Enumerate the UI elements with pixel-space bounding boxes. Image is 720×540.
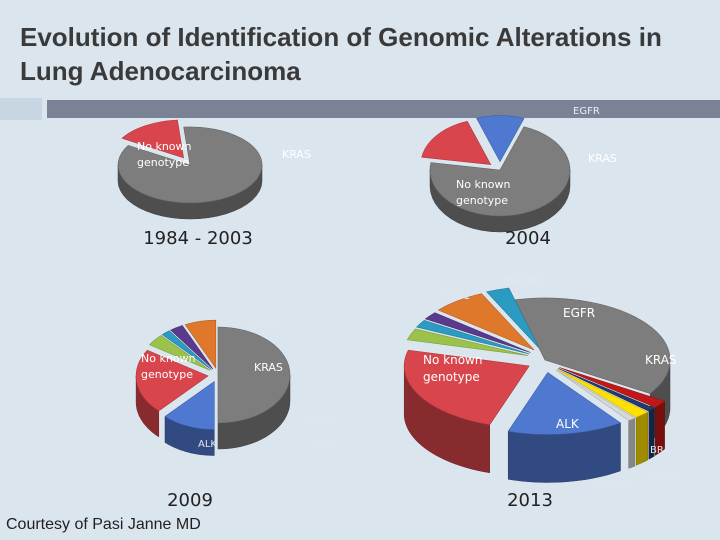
credit-line: Courtesy of Pasi Janne MD bbox=[6, 516, 201, 533]
pie-label-4-9: HER2 bbox=[652, 470, 679, 481]
pie-slice-4-ret bbox=[555, 369, 636, 421]
pie-label-3-2: EGFR bbox=[251, 317, 281, 330]
pie-chart-3: No known genotype EGFR KRAS BRAF HER2 ALK 2009 bbox=[135, 317, 336, 511]
pie-slice-3-no-known-genotype bbox=[217, 326, 291, 424]
pie-label-3-4: BRAF bbox=[309, 416, 335, 427]
pie-title-2: 2004 bbox=[505, 228, 551, 249]
pie-slice-3-her2 bbox=[161, 330, 212, 370]
pie-slice-3-pik3ca bbox=[170, 325, 214, 370]
pie-slice-2-egfr bbox=[476, 115, 525, 163]
slide-title: Evolution of Identification of Genomic A… bbox=[20, 22, 662, 86]
pie-slice-4-her2 bbox=[416, 319, 530, 355]
pie-label-3-7: ALK bbox=[198, 439, 217, 450]
pie-title-1: 1984 - 2003 bbox=[143, 228, 253, 249]
pie-label-4-8: BRAF bbox=[650, 445, 676, 456]
pie-slice-4-egfr bbox=[507, 372, 622, 435]
pie-label-1-1: No known genotype bbox=[137, 140, 192, 169]
pie-label-4-5: RET bbox=[527, 276, 547, 287]
pie-title-3: 2009 bbox=[167, 490, 213, 511]
pie-label-4-10: PIK3CA bbox=[592, 481, 628, 492]
pie-title-4: 2013 bbox=[507, 490, 553, 511]
pie-slice-4-no-known-genotype bbox=[514, 297, 671, 394]
pie-slice-4-ros1 bbox=[559, 367, 666, 408]
pie-chart-1: No known genotype KRAS 1984 - 2003 bbox=[117, 119, 311, 249]
pie-slice-1-kras bbox=[121, 119, 184, 159]
pie-label-4-3: NRAS bbox=[503, 276, 530, 287]
pie-chart-2: No known genotype KRAS EGFR 2004 bbox=[421, 106, 617, 249]
pie-slice-4-braf bbox=[406, 328, 529, 356]
pie-label-2-2: KRAS bbox=[588, 152, 617, 165]
title-accent-bar-right bbox=[47, 100, 720, 118]
pie-label-4-11: ALK bbox=[556, 417, 580, 431]
pie-label-4-2: ROS1 bbox=[440, 289, 470, 302]
pie-slice-4-alk bbox=[437, 293, 535, 351]
pie-label-2-3: EGFR bbox=[573, 106, 600, 117]
pie-slice-2-no-known-genotype bbox=[429, 126, 571, 217]
pie-slice-4-other bbox=[486, 287, 540, 349]
pie-slice-3-braf bbox=[148, 335, 211, 371]
pie-label-3-1: No known genotype bbox=[141, 352, 196, 381]
pie-label-3-3: KRAS bbox=[254, 361, 283, 374]
pie-slice-3-kras bbox=[135, 349, 209, 412]
pie-slice-side-4-4 bbox=[635, 411, 649, 466]
pie-slice-4-met bbox=[557, 368, 649, 418]
pie-slice-3-alk bbox=[184, 319, 217, 370]
pie-label-4-7: KRAS bbox=[645, 353, 677, 367]
pie-label-3-5: HER2 bbox=[309, 439, 336, 450]
pie-label-4-1: No known genotype bbox=[423, 353, 482, 384]
pie-label-2-1: No known genotype bbox=[456, 178, 511, 207]
pie-slice-4-pik3ca bbox=[424, 312, 531, 353]
pie-slice-side-4-5 bbox=[628, 417, 636, 469]
pie-label-4-6: EGFR bbox=[563, 306, 595, 320]
pie-label-1-2: KRAS bbox=[282, 148, 311, 161]
pie-slice-2-kras bbox=[421, 120, 492, 165]
pie-slice-4-nras bbox=[558, 368, 655, 412]
pie-slice-4-kras bbox=[403, 349, 530, 426]
title-accent-bar-left bbox=[0, 98, 42, 120]
pie-slice-1-no-known-genotype bbox=[117, 126, 263, 204]
pie-slice-3-egfr bbox=[164, 380, 215, 430]
